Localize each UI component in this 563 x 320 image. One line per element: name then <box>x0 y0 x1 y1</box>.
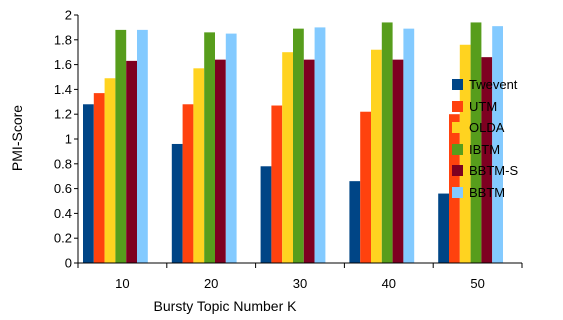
bar-ibtm-20 <box>204 32 215 263</box>
bar-olda-40 <box>371 49 382 263</box>
bar-ibtm-50 <box>470 22 482 263</box>
bar-bbtm-30 <box>314 27 326 264</box>
legend-item: UTM <box>452 96 518 118</box>
legend-swatch <box>452 143 463 155</box>
legend-label: OLDA <box>469 120 505 136</box>
legend-label: BBTM <box>469 184 506 200</box>
y-tick-label: 1 <box>65 132 72 147</box>
y-tick-label: 0.4 <box>54 206 72 221</box>
y-tick-label: 1.8 <box>54 32 72 47</box>
legend-label: IBTM <box>469 141 501 157</box>
bar-bbtm-s-20 <box>215 59 226 263</box>
bar-twevent-40 <box>349 181 361 263</box>
bars-layer <box>83 22 503 264</box>
legend-item: IBTM <box>452 139 518 161</box>
bar-twevent-20 <box>171 143 183 263</box>
legend-label: BBTM-S <box>469 163 519 179</box>
y-tick-label: 1.2 <box>54 107 72 122</box>
bar-twevent-30 <box>260 166 272 263</box>
legend-label: Twevent <box>469 77 518 93</box>
axes-layer: 0 0.2 0.4 0.6 0.8 1 1.2 1.4 1.6 1.8 2 10 20 30 40 50 <box>54 8 523 291</box>
bar-bbtm-40 <box>403 28 415 263</box>
y-tick-label: 1.4 <box>54 82 72 97</box>
bar-bbtm-20 <box>225 33 237 263</box>
y-tick-label: 0.2 <box>54 231 72 246</box>
bar-bbtm-s-50 <box>481 57 493 263</box>
bar-utm-20 <box>182 104 194 263</box>
bar-twevent-50 <box>438 193 449 263</box>
x-tick-label: 10 <box>115 276 129 291</box>
bar-olda-10 <box>104 78 116 264</box>
bar-bbtm-10 <box>137 29 148 263</box>
y-tick-label: 0.8 <box>54 156 72 171</box>
bar-bbtm-50 <box>492 26 503 263</box>
x-tick-label: 40 <box>382 276 396 291</box>
bar-twevent-10 <box>83 104 94 263</box>
bar-olda-20 <box>193 68 205 263</box>
y-tick-label: 1.6 <box>54 57 72 72</box>
bar-ibtm-10 <box>115 29 127 263</box>
x-tick-label: 30 <box>293 276 307 291</box>
bar-olda-50 <box>459 44 471 264</box>
bar-utm-30 <box>271 105 283 264</box>
x-axis-label: Bursty Topic Number K <box>154 298 298 314</box>
bar-utm-40 <box>360 111 371 263</box>
y-tick-label: 0.6 <box>54 181 72 196</box>
x-tick-label: 20 <box>204 276 218 291</box>
legend-item: Twevent <box>452 74 518 96</box>
bar-bbtm-s-10 <box>126 60 137 263</box>
legend-item: BBTM-S <box>452 160 518 182</box>
bar-ibtm-30 <box>293 28 304 263</box>
legend-item: OLDA <box>452 117 518 139</box>
y-tick-label: 2 <box>65 8 72 23</box>
bar-ibtm-40 <box>381 22 393 263</box>
x-tick-label: 50 <box>470 276 484 291</box>
legend-swatch <box>452 165 463 177</box>
legend-label: UTM <box>469 98 498 114</box>
bar-bbtm-s-40 <box>392 59 404 263</box>
legend-swatch <box>452 122 463 134</box>
y-axis-label: PMI-Score <box>9 105 25 171</box>
bar-bbtm-s-30 <box>303 59 315 263</box>
chart-legend: Twevent UTM OLDA IBTM BBTM-S BBTM <box>452 74 518 203</box>
bar-olda-30 <box>282 52 293 264</box>
bar-utm-10 <box>93 93 105 264</box>
y-tick-label: 0 <box>65 256 72 271</box>
legend-item: BBTM <box>452 182 518 204</box>
legend-swatch <box>452 79 463 91</box>
legend-swatch <box>452 100 463 112</box>
legend-swatch <box>452 186 463 198</box>
